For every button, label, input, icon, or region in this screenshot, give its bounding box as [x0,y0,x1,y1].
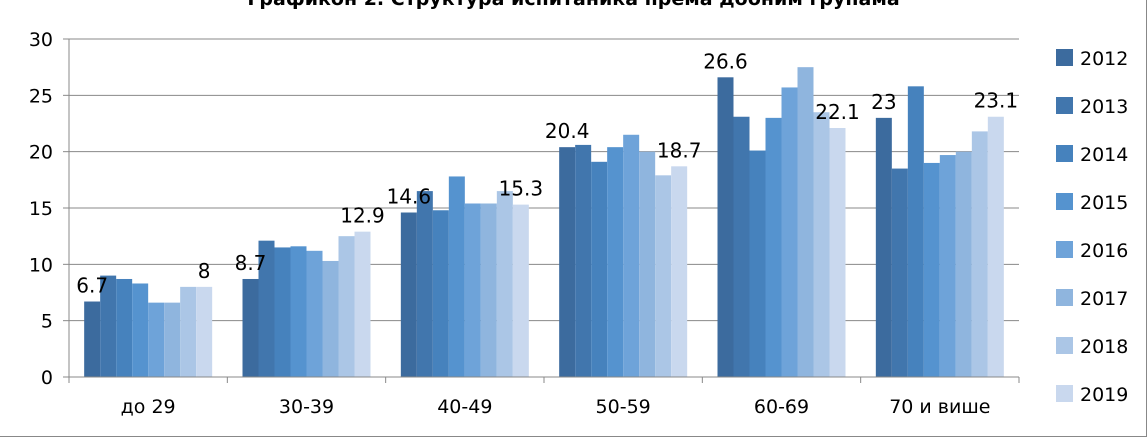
bar-2015-0 [132,283,149,377]
bar-2012-0 [84,301,101,377]
bar-2012-2 [400,212,417,377]
bar-2012-5 [875,117,892,377]
bar-2015-5 [923,162,940,377]
bar-2017-1 [322,260,339,377]
bar-2019-1 [354,231,371,377]
y-tick-label: 20 [29,142,53,164]
data-label: 8.7 [235,251,267,275]
data-label: 23.1 [974,89,1019,113]
bar-2016-4 [781,87,798,378]
legend-swatch-2014 [1056,145,1073,162]
data-label: 26.6 [703,49,748,73]
legend-swatch-2012 [1056,49,1073,66]
x-tick-label: 50-59 [596,396,651,418]
bar-2017-5 [955,151,972,377]
bar-2017-4 [797,67,814,378]
bar-2014-2 [432,210,449,377]
x-tick-label: 60-69 [754,396,809,418]
chart-title: Графикон 2. Структура испитаника према д… [0,0,1147,10]
axes: 0 5 10 15 20 25 30 до 29 30-39 40-49 50-59 60-69 70 … [29,29,1020,418]
data-label: 12.9 [340,204,385,228]
x-tick-label: 30-39 [279,396,334,418]
legend-label-2016: 2016 [1080,240,1128,262]
y-tick-label: 30 [29,29,53,51]
bar-2013-2 [416,191,433,377]
bar-2013-3 [575,144,592,377]
legend-swatch-2018 [1056,337,1073,354]
bar-2017-2 [480,203,497,377]
legend: 2012 2013 2014 2015 2016 2017 2018 2019 [1056,48,1128,406]
bar-2018-2 [496,191,513,377]
bar-2019-0 [196,286,213,377]
y-tick-label: 5 [41,311,53,333]
bar-2016-2 [464,203,481,377]
x-tick-label: 70 и више [889,396,990,418]
legend-swatch-2015 [1056,193,1073,210]
bar-2012-3 [559,147,576,377]
bar-2018-0 [180,286,197,377]
data-label: 8 [198,259,211,283]
data-label: 18.7 [657,138,702,162]
legend-swatch-2016 [1056,241,1073,258]
bar-2019-3 [671,166,688,377]
data-label: 20.4 [545,119,590,143]
y-tick-label: 0 [41,367,53,389]
bar-2018-5 [971,131,988,377]
bar-2019-5 [987,116,1004,378]
bar-2014-4 [749,150,766,377]
bar-2013-1 [258,240,275,377]
bar-2013-4 [733,116,750,378]
bar-2013-0 [100,275,117,377]
data-label: 14.6 [387,185,432,209]
bar-2016-0 [148,302,165,377]
y-tick-label: 15 [29,198,53,220]
legend-swatch-2017 [1056,289,1073,306]
bar-2014-3 [591,161,608,377]
bar-2017-3 [639,151,656,377]
x-tick-label: до 29 [121,396,176,418]
bar-2015-3 [607,147,624,377]
y-tick-label: 25 [29,85,53,107]
bar-2014-1 [274,247,291,377]
bar-2018-3 [655,175,672,377]
legend-label-2019: 2019 [1080,384,1128,406]
bar-2016-1 [306,250,323,377]
legend-label-2012: 2012 [1080,48,1128,70]
bar-2012-1 [242,278,259,377]
legend-label-2018: 2018 [1080,336,1128,358]
bar-2013-5 [891,168,908,377]
legend-swatch-2013 [1056,97,1073,114]
bar-2012-4 [717,77,734,377]
bar-2016-3 [623,134,640,377]
x-tick-label: 40-49 [437,396,492,418]
legend-label-2017: 2017 [1080,288,1128,310]
legend-label-2014: 2014 [1080,144,1128,166]
data-label: 22.1 [815,100,860,124]
data-labels: 6.7 8 8.7 12.914.6 15.3 20.4 18.7 26.6 22.1 23 23.… [76,49,1018,297]
bar-2017-0 [164,302,181,377]
bar-2015-2 [448,176,465,377]
y-tick-label: 10 [29,254,53,276]
legend-swatch-2019 [1056,385,1073,402]
bar-2014-5 [907,86,924,377]
bar-2015-4 [765,117,782,377]
data-label: 15.3 [499,177,544,201]
data-label: 6.7 [76,274,108,298]
bar-2019-2 [512,204,529,377]
legend-label-2015: 2015 [1080,192,1128,214]
bar-2015-1 [290,246,307,377]
bar-2016-5 [939,155,956,377]
bar-2019-4 [829,128,846,377]
data-label: 23 [871,90,896,114]
bar-2014-0 [116,278,133,377]
bar-2018-4 [813,112,830,377]
bar-2018-1 [338,236,355,377]
legend-label-2013: 2013 [1080,96,1128,118]
bars [84,67,1004,378]
gridlines [69,38,1019,322]
